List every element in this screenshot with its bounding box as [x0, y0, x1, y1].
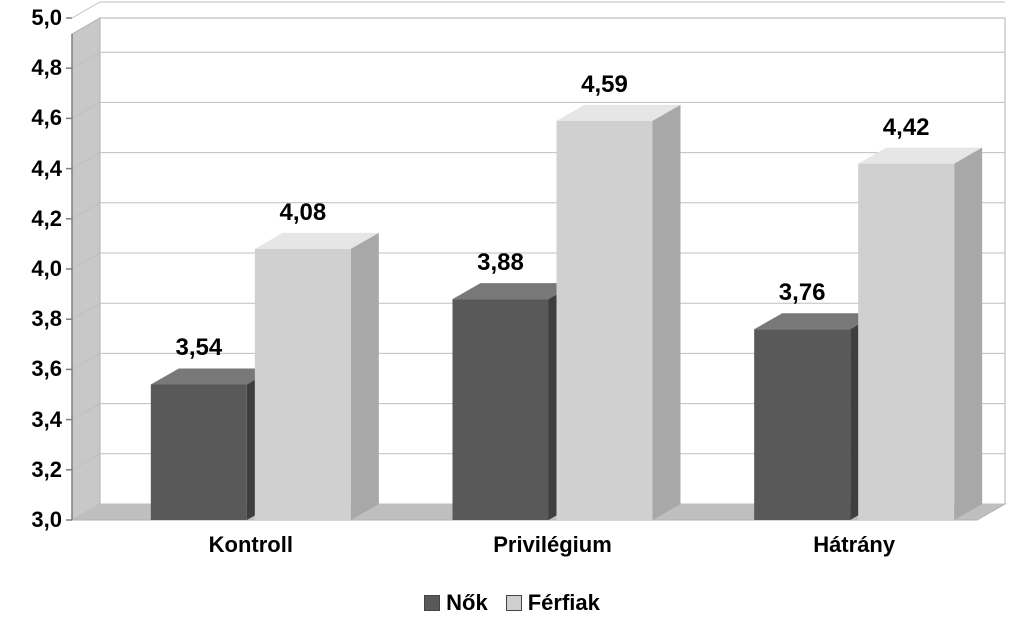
bar	[557, 121, 653, 520]
y-tick-label: 3,2	[0, 457, 62, 483]
bar-value-label: 3,76	[762, 279, 842, 307]
bar-value-label: 4,08	[263, 199, 343, 227]
y-tick-label: 3,4	[0, 407, 62, 433]
bar-value-label: 3,54	[159, 334, 239, 362]
bar	[255, 249, 351, 520]
y-tick-label: 3,6	[0, 356, 62, 382]
x-category-label: Kontroll	[131, 532, 371, 558]
legend-item: Nők	[424, 590, 488, 616]
y-tick-label: 4,6	[0, 105, 62, 131]
legend: Nők Férfiak	[0, 590, 1024, 616]
legend-label: Nők	[446, 590, 488, 616]
bar	[151, 384, 247, 520]
bar	[858, 164, 954, 520]
bar-chart-3d: 3,0 3,2 3,4 3,6 3,8 4,0 4,2 4,4 4,6 4,8 5,0 3,54 4,0…	[0, 0, 1024, 633]
y-tick-label: 5,0	[0, 5, 62, 31]
y-tick-label: 4,2	[0, 206, 62, 232]
bar	[453, 299, 549, 520]
legend-item: Férfiak	[506, 590, 600, 616]
bar-value-label: 4,42	[866, 114, 946, 142]
legend-swatch	[424, 595, 440, 611]
y-tick-label: 4,4	[0, 156, 62, 182]
legend-swatch	[506, 595, 522, 611]
y-tick-label: 3,8	[0, 306, 62, 332]
x-category-label: Hátrány	[734, 532, 974, 558]
bar-value-label: 3,88	[461, 249, 541, 277]
x-category-label: Privilégium	[433, 532, 673, 558]
bar-value-label: 4,59	[565, 71, 645, 99]
y-tick-label: 3,0	[0, 507, 62, 533]
legend-label: Férfiak	[528, 590, 600, 616]
y-tick-label: 4,0	[0, 256, 62, 282]
bar	[754, 329, 850, 520]
y-tick-label: 4,8	[0, 55, 62, 81]
